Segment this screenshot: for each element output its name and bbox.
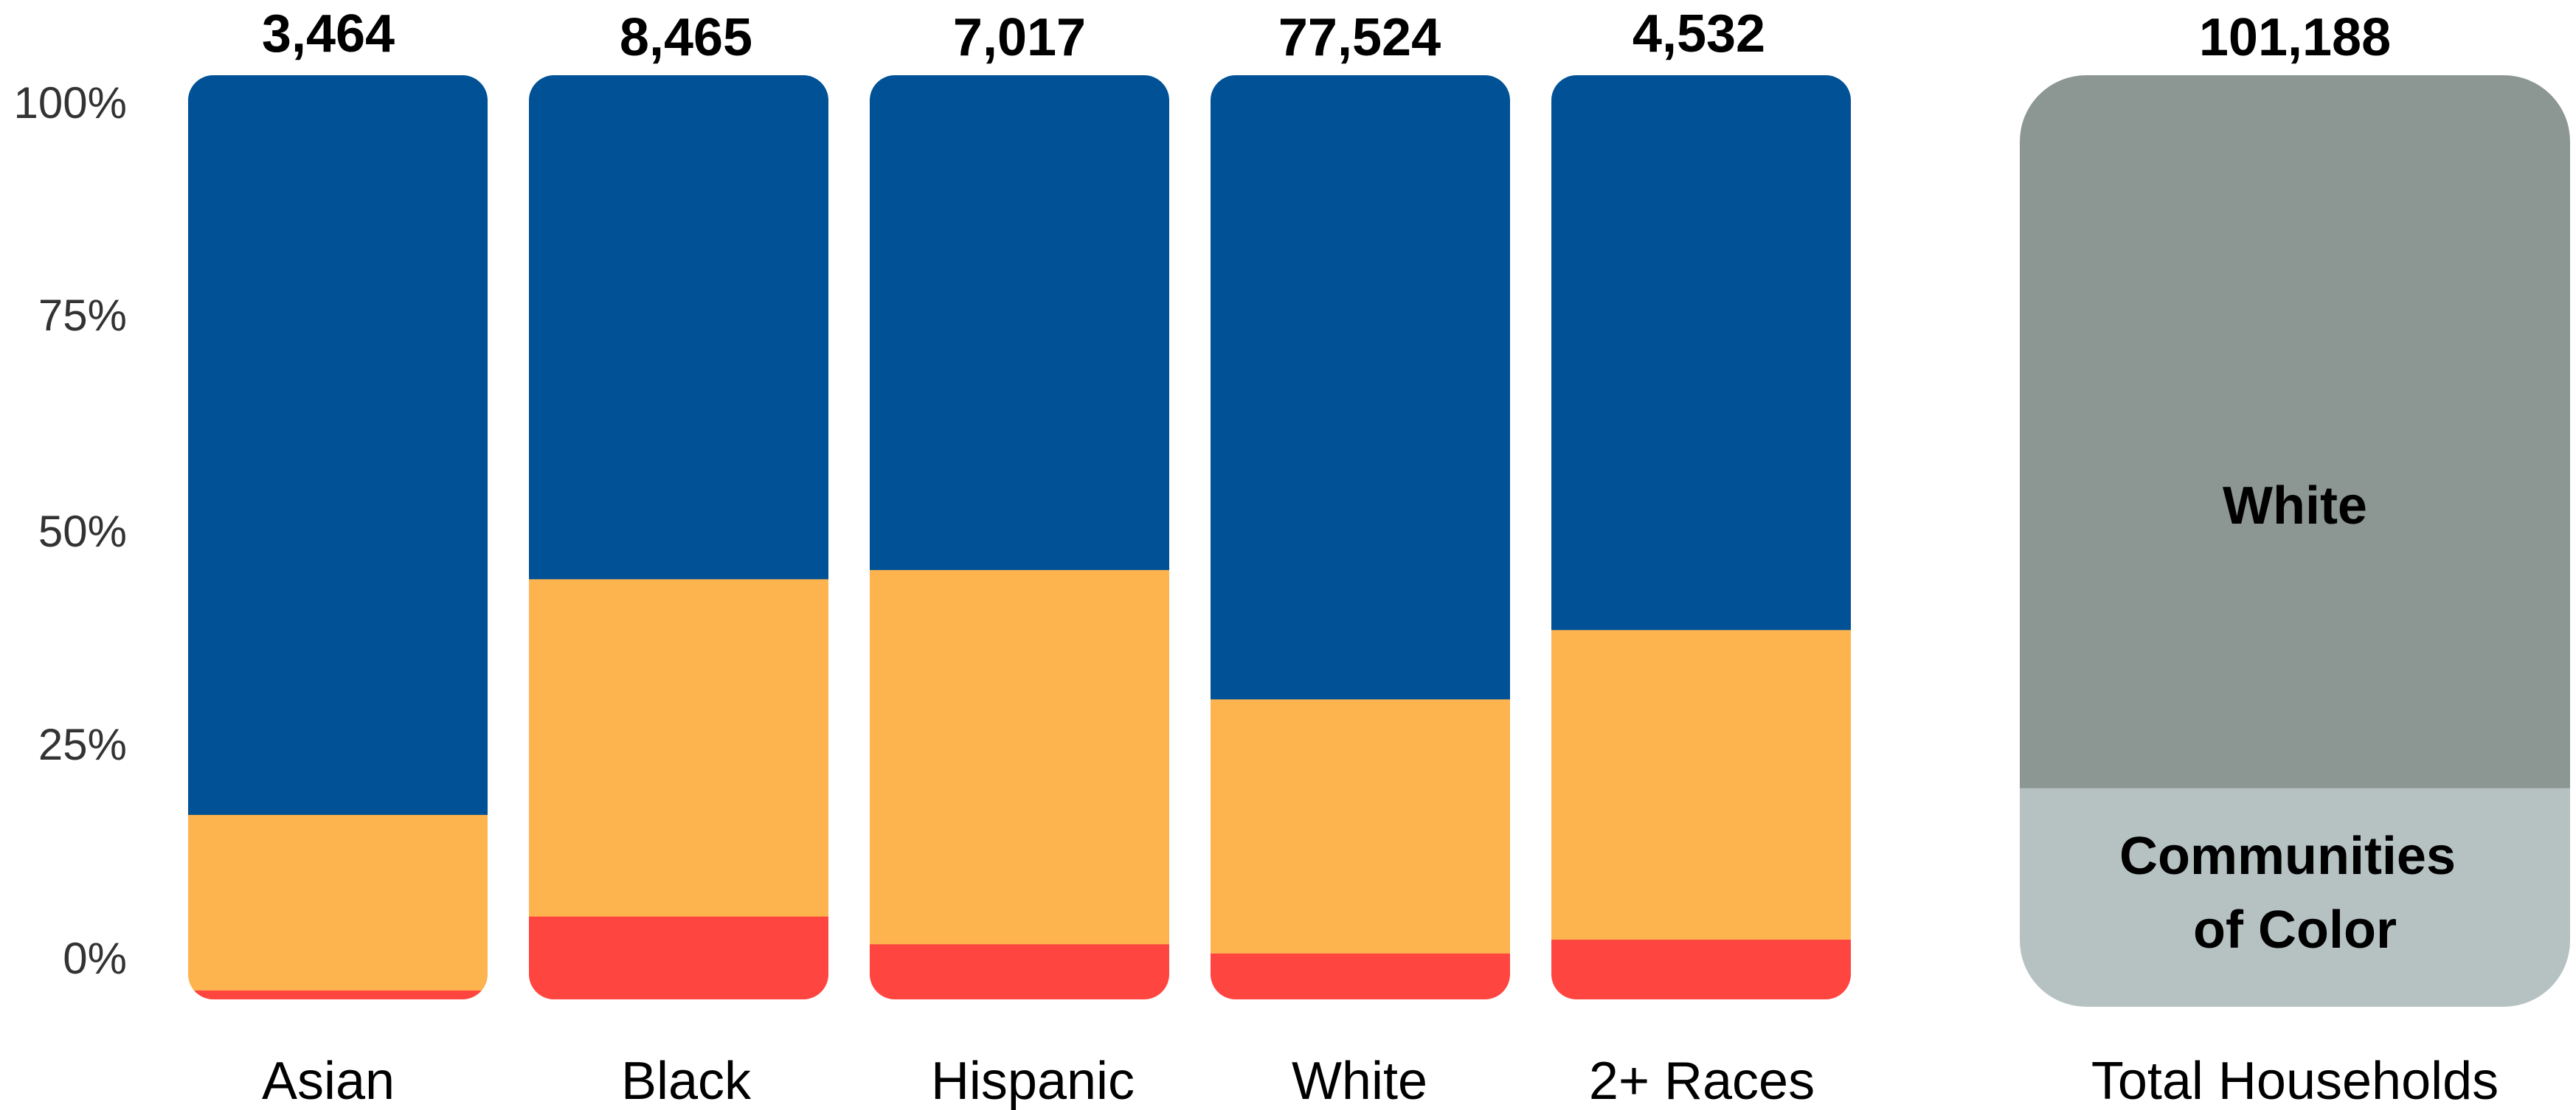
bar-total-households: [2020, 75, 2570, 1007]
total-households-bar: [2020, 75, 2570, 1007]
segment-label-communities-of-color-line-2: of Color: [2193, 901, 2397, 960]
total-label-black: 8,465: [620, 8, 752, 67]
bar-asian: [188, 75, 488, 999]
bar-black: [529, 75, 828, 999]
bar-segment-black-orange: [529, 578, 828, 917]
bar-white: [1211, 75, 1510, 999]
category-label-hispanic: Hispanic: [931, 1052, 1135, 1110]
bar-segment-asian-orange: [188, 814, 488, 991]
bar-segment-hispanic-orange: [870, 569, 1169, 945]
bar-segment-2plus-races-orange: [1551, 629, 1851, 940]
bar-2plus-races: [1551, 75, 1851, 999]
segment-label-white: White: [2223, 476, 2367, 535]
bar-segment-black-blue: [529, 75, 828, 580]
bar-segment-black-red: [529, 916, 828, 999]
race-bars: [188, 75, 1851, 999]
labels: 3,464 8,465 7,017 77,524 4,532 101,188 A…: [262, 4, 2499, 1110]
bar-segment-hispanic-blue: [870, 75, 1169, 570]
segment-label-communities-of-color: Communities of Color: [2119, 827, 2471, 960]
y-tick-label-100: 100%: [14, 78, 127, 128]
bar-segment-2plus-races-blue: [1551, 75, 1851, 631]
bar-segment-asian-blue: [188, 75, 488, 815]
bar-segment-hispanic-red: [870, 943, 1169, 999]
total-label-hispanic: 7,017: [953, 8, 1086, 67]
category-label-2plus-races: 2+ Races: [1589, 1052, 1815, 1110]
bar-segment-asian-red: [188, 990, 488, 999]
bar-segment-white-blue: [1211, 75, 1510, 700]
y-axis: 0% 25% 50% 75% 100%: [14, 78, 127, 983]
total-label-white: 77,524: [1278, 8, 1441, 67]
segment-label-communities-of-color-line-1: Communities: [2119, 827, 2456, 886]
y-tick-label-50: 50%: [38, 507, 127, 556]
bar-segment-2plus-races-red: [1551, 939, 1851, 999]
bar-segment-white-red: [1211, 953, 1510, 999]
bar-segment-total-communities-of-color: [2020, 788, 2570, 1007]
total-label-asian: 3,464: [262, 4, 395, 63]
y-tick-label-25: 25%: [38, 720, 127, 769]
total-label-total-households: 101,188: [2199, 8, 2391, 67]
y-tick-label-75: 75%: [38, 291, 127, 340]
bar-hispanic: [870, 75, 1169, 999]
total-label-2plus-races: 4,532: [1632, 4, 1765, 63]
category-label-total-households: Total Households: [2091, 1052, 2499, 1110]
category-label-black: Black: [621, 1052, 752, 1110]
bar-segment-total-white: [2020, 75, 2570, 788]
category-label-asian: Asian: [262, 1052, 395, 1110]
bar-segment-white-orange: [1211, 698, 1510, 954]
category-label-white: White: [1292, 1052, 1427, 1110]
y-tick-label-0: 0%: [63, 934, 127, 983]
